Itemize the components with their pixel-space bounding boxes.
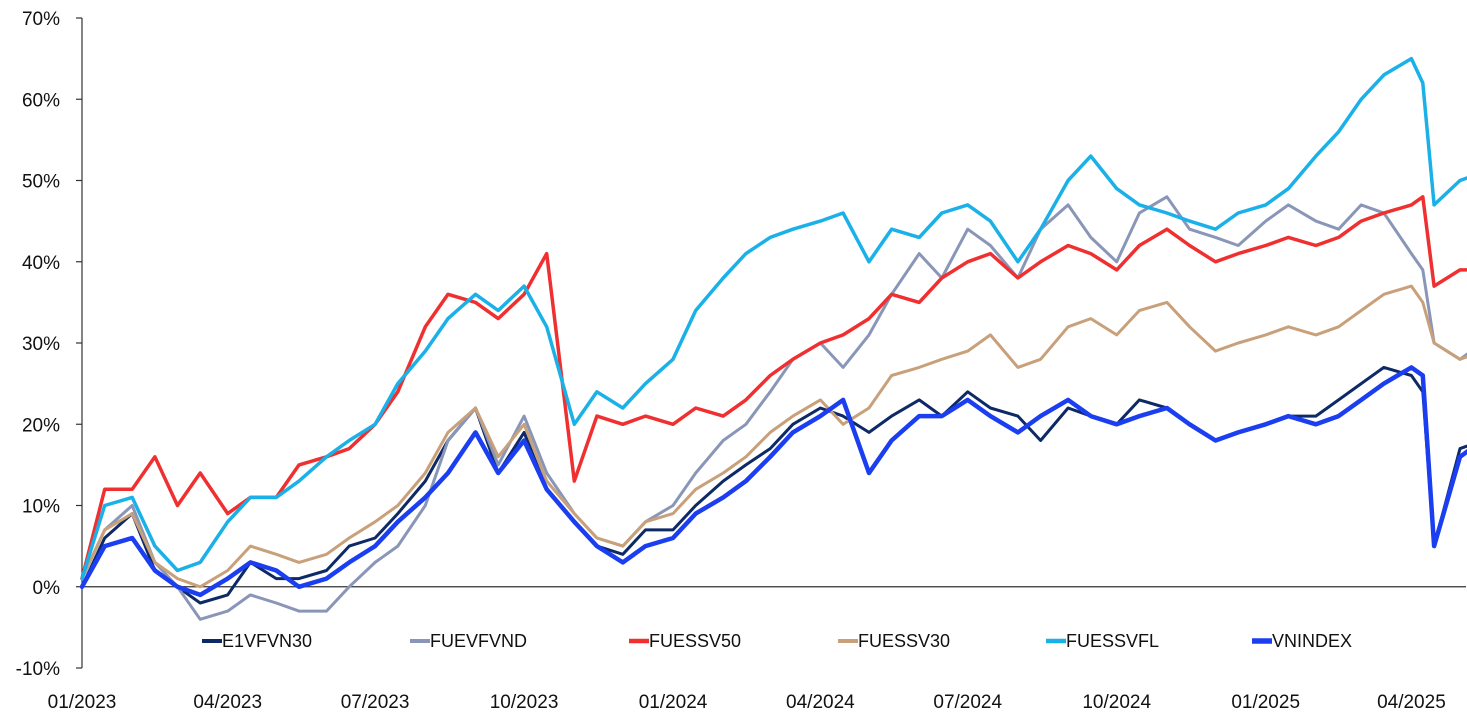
legend-label-e1vfvn30: E1VFVN30 bbox=[222, 631, 312, 651]
y-tick-label: 70% bbox=[22, 9, 60, 30]
series-line-e1vfvn30 bbox=[80, 365, 1467, 605]
y-tick-label: 60% bbox=[22, 90, 60, 111]
series-line-fuessv30 bbox=[80, 284, 1467, 589]
x-tick-label: 07/2024 bbox=[933, 692, 1002, 713]
x-tick-label: 01/2024 bbox=[639, 692, 708, 713]
y-axis: -10% 0% 10% 20% 30% 40% 50% 60% 70% bbox=[16, 9, 83, 680]
legend-label-fuessvfl: FUESSVFL bbox=[1066, 631, 1159, 651]
x-tick-label: 01/2023 bbox=[48, 692, 117, 713]
legend-label-fuessv30: FUESSV30 bbox=[858, 631, 950, 651]
legend-label-fuevfvnd: FUEVFVND bbox=[430, 631, 527, 651]
y-tick-label: 30% bbox=[22, 334, 60, 355]
y-tick-label: 10% bbox=[22, 497, 60, 518]
series-line-fuessvfl bbox=[80, 56, 1467, 581]
x-tick-label: 04/2025 bbox=[1377, 692, 1446, 713]
series-line-fuessv50 bbox=[80, 195, 1467, 581]
series-line-vnindex bbox=[79, 365, 1467, 598]
legend: E1VFVN30 FUEVFVND FUESSV50 FUESSV30 FUESSVFL… bbox=[202, 631, 1352, 651]
y-tick-label: 0% bbox=[33, 578, 61, 599]
x-tick-label: 01/2025 bbox=[1231, 692, 1300, 713]
x-tick-label: 10/2023 bbox=[490, 692, 559, 713]
series-line-fuevfvnd bbox=[80, 195, 1467, 621]
y-tick-label: -10% bbox=[16, 659, 60, 680]
y-tick-label: 40% bbox=[22, 253, 60, 274]
x-tick-label: 07/2023 bbox=[341, 692, 410, 713]
legend-label-vnindex: VNINDEX bbox=[1272, 631, 1352, 651]
x-tick-label: 04/2023 bbox=[193, 692, 262, 713]
x-axis: 01/2023 04/2023 07/2023 10/2023 01/2024 04/20… bbox=[48, 586, 1466, 713]
y-tick-label: 20% bbox=[22, 415, 60, 436]
legend-label-fuessv50: FUESSV50 bbox=[649, 631, 741, 651]
y-tick-label: 50% bbox=[22, 172, 60, 193]
series-lines bbox=[79, 56, 1467, 621]
x-tick-label: 10/2024 bbox=[1082, 692, 1151, 713]
x-tick-label: 04/2024 bbox=[786, 692, 855, 713]
